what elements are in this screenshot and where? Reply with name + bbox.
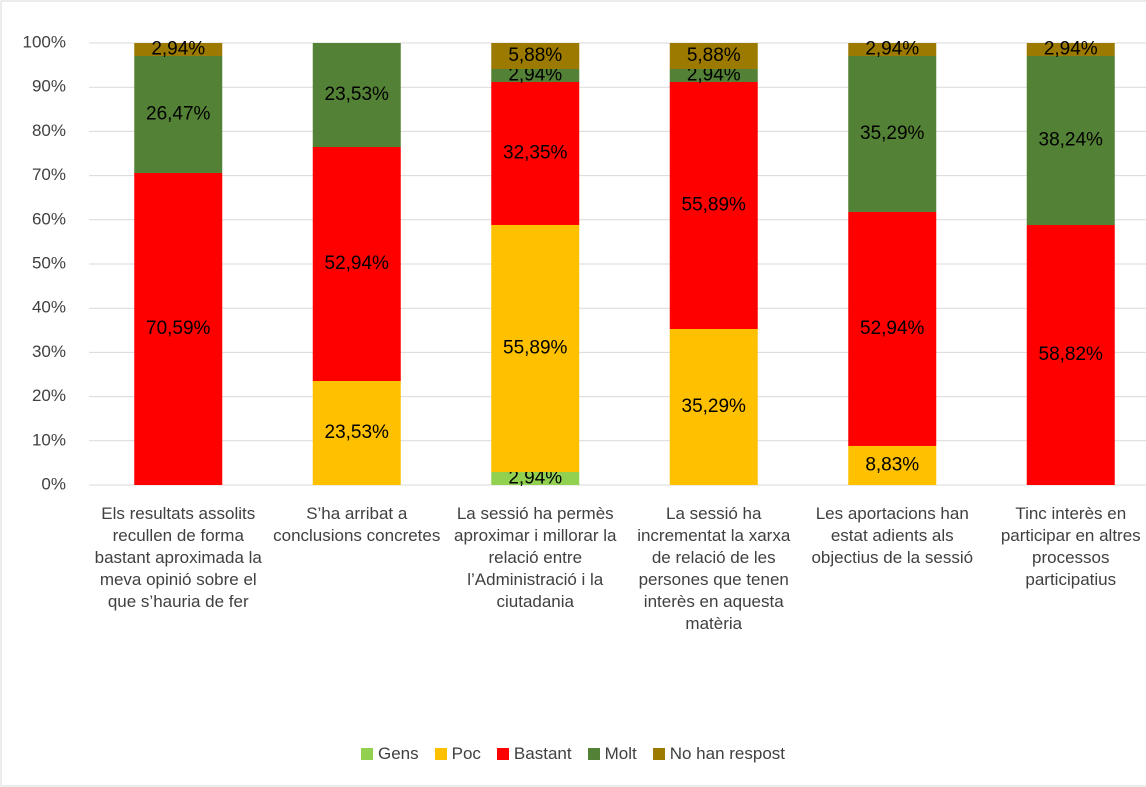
bar-segment: [491, 224, 580, 473]
legend-swatch: [587, 748, 600, 760]
legend-item: Gens: [360, 744, 419, 764]
y-tick-label: 10%: [32, 430, 66, 449]
data-label: 2,94%: [151, 39, 205, 60]
bar-segment: [1026, 225, 1115, 485]
y-tick-label: 100%: [23, 32, 66, 51]
bar-segment: [312, 147, 401, 381]
x-tick-label: Els resultats assolits recullen de forma…: [94, 504, 262, 611]
data-label: 35,29%: [682, 396, 747, 417]
legend-label: Molt: [604, 744, 637, 763]
data-label: 2,94%: [687, 65, 741, 86]
legend-item: Bastant: [496, 744, 572, 764]
bar-segment: [491, 43, 580, 69]
bar-segment: [848, 43, 937, 56]
x-tick-label: Les aportacions han estat adients als ob…: [811, 504, 974, 567]
bar-segment: [491, 68, 580, 82]
data-label: 35,29%: [860, 123, 925, 144]
legend-swatch: [652, 748, 665, 760]
bar-segment: [491, 472, 580, 485]
x-tick-label: Tinc interès en participar en altres pro…: [1000, 504, 1141, 589]
bar-segment: [491, 81, 580, 225]
bar-segment: [134, 55, 223, 173]
data-label: 26,47%: [146, 104, 211, 125]
data-label: 52,94%: [325, 253, 390, 274]
x-tick-label: La sessió ha incrementat la xarxa de rel…: [637, 504, 791, 633]
data-label: 23,53%: [325, 84, 390, 105]
data-label: 2,94%: [508, 65, 562, 86]
bar-segment: [312, 380, 401, 485]
data-label: 2,94%: [865, 39, 919, 60]
y-tick-label: 20%: [32, 386, 66, 405]
y-tick-label: 0%: [41, 474, 66, 493]
data-label: 38,24%: [1039, 130, 1104, 151]
data-label: 23,53%: [325, 422, 390, 443]
data-label: 55,89%: [503, 338, 568, 359]
bar-segment: [848, 55, 937, 212]
bar-segment: [669, 68, 758, 82]
legend-item: Molt: [587, 744, 637, 764]
bar-segment: [669, 43, 758, 69]
bar-segment: [669, 329, 758, 485]
data-label: 70,59%: [146, 318, 211, 339]
y-tick-label: 50%: [32, 253, 66, 272]
data-label: 5,88%: [508, 45, 562, 66]
y-tick-label: 40%: [32, 298, 66, 317]
data-label: 2,94%: [1044, 39, 1098, 60]
legend-label: Gens: [377, 744, 419, 763]
data-label: 2,94%: [508, 468, 562, 489]
bar-segment: [1026, 55, 1115, 226]
bar-segment: [848, 445, 937, 485]
y-tick-label: 30%: [32, 342, 66, 361]
legend-swatch: [360, 748, 373, 760]
y-tick-label: 90%: [32, 77, 66, 96]
legend-item: Poc: [434, 744, 481, 764]
bar-segment: [134, 172, 223, 486]
data-label: 58,82%: [1039, 344, 1104, 365]
data-label: 5,88%: [687, 45, 741, 66]
bar-segment: [669, 81, 758, 330]
data-label: 8,83%: [865, 455, 919, 476]
bar-segment: [312, 43, 401, 148]
bar-segment: [848, 211, 937, 446]
legend: Gens Poc Bastant Molt No han respost: [0, 744, 1146, 764]
legend-item: No han respost: [652, 744, 785, 764]
y-tick-label: 70%: [32, 165, 66, 184]
data-label: 52,94%: [860, 318, 925, 339]
y-tick-label: 80%: [32, 121, 66, 140]
x-tick-label: La sessió ha permès aproximar i millorar…: [454, 504, 617, 611]
legend-label: Poc: [451, 744, 481, 763]
data-label: 32,35%: [503, 142, 568, 163]
legend-label: Bastant: [513, 744, 572, 763]
legend-swatch: [434, 748, 447, 760]
bar-segment: [1026, 43, 1115, 56]
data-label: 55,89%: [682, 195, 747, 216]
y-tick-label: 60%: [32, 209, 66, 228]
legend-swatch: [496, 748, 509, 760]
legend-label: No han respost: [669, 744, 785, 763]
x-tick-label: S’ha arribat a conclusions concretes: [273, 504, 441, 545]
bar-segment: [134, 43, 223, 56]
